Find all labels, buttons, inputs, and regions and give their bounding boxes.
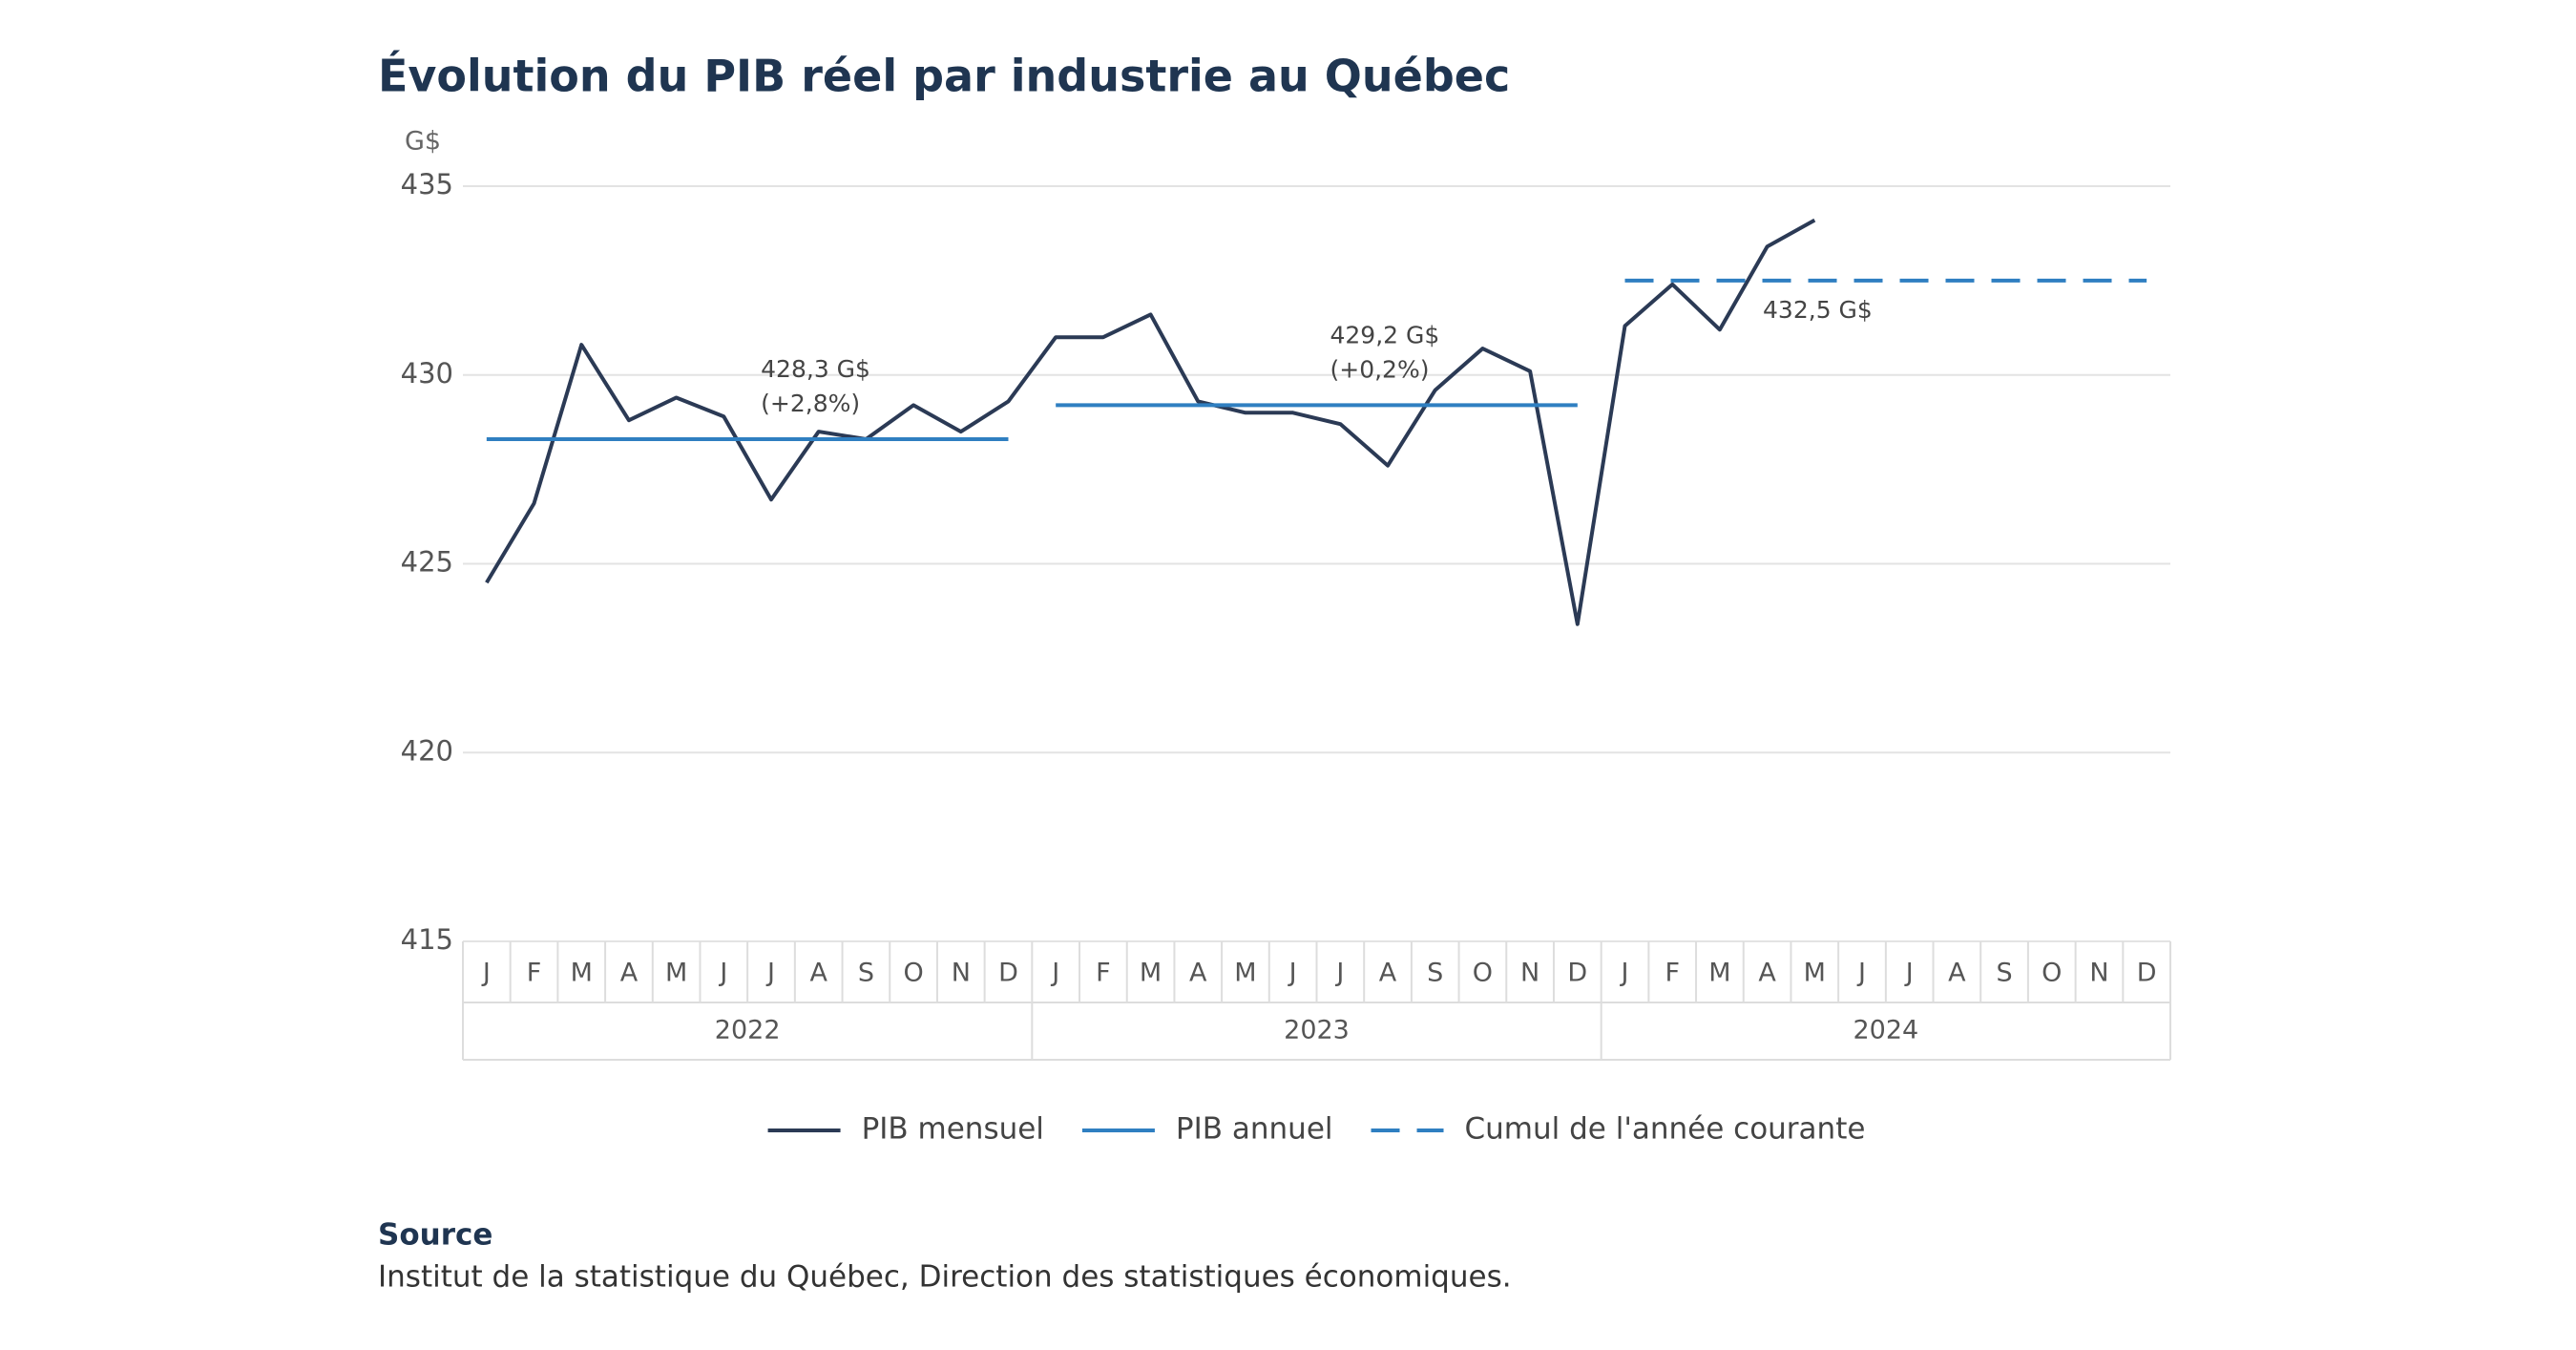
x-tick-label: J bbox=[718, 959, 727, 988]
x-tick-label: M bbox=[1140, 959, 1162, 988]
chart-title: Évolution du PIB réel par industrie au Q… bbox=[378, 51, 1510, 102]
x-tick-label: D bbox=[2137, 959, 2157, 988]
x-tick-label: M bbox=[1234, 959, 1256, 988]
y-tick-label: 430 bbox=[401, 357, 453, 390]
x-tick-label: S bbox=[1996, 959, 2012, 988]
x-tick-label: J bbox=[765, 959, 775, 988]
legend-label: PIB mensuel bbox=[862, 1112, 1044, 1147]
x-tick-label: M bbox=[571, 959, 593, 988]
x-tick-label: M bbox=[1804, 959, 1826, 988]
x-tick-label: O bbox=[1473, 959, 1493, 988]
x-tick-label: S bbox=[858, 959, 874, 988]
year-label: 2023 bbox=[1284, 1016, 1350, 1045]
annotation: (+0,2%) bbox=[1330, 355, 1430, 383]
x-tick-label: J bbox=[1050, 959, 1059, 988]
x-tick-label: F bbox=[1096, 959, 1111, 988]
data-line bbox=[485, 218, 1816, 626]
y-tick-label: 435 bbox=[401, 168, 453, 200]
x-tick-label: A bbox=[1379, 959, 1397, 988]
x-tick-label: N bbox=[952, 959, 971, 988]
y-tick-label: 420 bbox=[401, 734, 453, 767]
year-label: 2024 bbox=[1853, 1016, 1918, 1045]
source-heading: Source bbox=[378, 1218, 492, 1253]
x-tick-label: J bbox=[481, 959, 491, 988]
x-tick-label: A bbox=[1189, 959, 1207, 988]
x-tick-label: A bbox=[1948, 959, 1966, 988]
x-tick-label: J bbox=[1288, 959, 1297, 988]
x-tick-label: F bbox=[527, 959, 542, 988]
y-tick-label: 425 bbox=[401, 546, 453, 579]
x-tick-label: J bbox=[1334, 959, 1344, 988]
annotation: (+2,8%) bbox=[761, 390, 860, 417]
x-tick-label: J bbox=[1620, 959, 1629, 988]
x-tick-label: O bbox=[2042, 959, 2062, 988]
annotation: 432,5 G$ bbox=[1763, 296, 1873, 324]
x-tick-label: A bbox=[1758, 959, 1776, 988]
annotation: 429,2 G$ bbox=[1330, 321, 1440, 348]
year-label: 2022 bbox=[715, 1016, 781, 1045]
source-text: Institut de la statistique du Québec, Di… bbox=[378, 1260, 1512, 1295]
x-tick-label: D bbox=[1567, 959, 1587, 988]
x-tick-label: D bbox=[998, 959, 1018, 988]
x-tick-label: O bbox=[903, 959, 923, 988]
x-tick-label: A bbox=[809, 959, 827, 988]
x-tick-label: S bbox=[1427, 959, 1443, 988]
x-tick-label: J bbox=[1856, 959, 1866, 988]
x-tick-label: M bbox=[665, 959, 687, 988]
annotation: 428,3 G$ bbox=[761, 355, 870, 383]
x-tick-label: F bbox=[1665, 959, 1680, 988]
legend-label: Cumul de l'année courante bbox=[1465, 1112, 1866, 1147]
x-tick-label: N bbox=[1520, 959, 1539, 988]
x-tick-label: J bbox=[1904, 959, 1914, 988]
legend-label: PIB annuel bbox=[1176, 1112, 1333, 1147]
x-tick-label: A bbox=[620, 959, 639, 988]
x-tick-label: N bbox=[2089, 959, 2108, 988]
y-tick-label: 415 bbox=[401, 923, 453, 956]
x-tick-label: M bbox=[1708, 959, 1730, 988]
y-unit: G$ bbox=[405, 127, 441, 157]
